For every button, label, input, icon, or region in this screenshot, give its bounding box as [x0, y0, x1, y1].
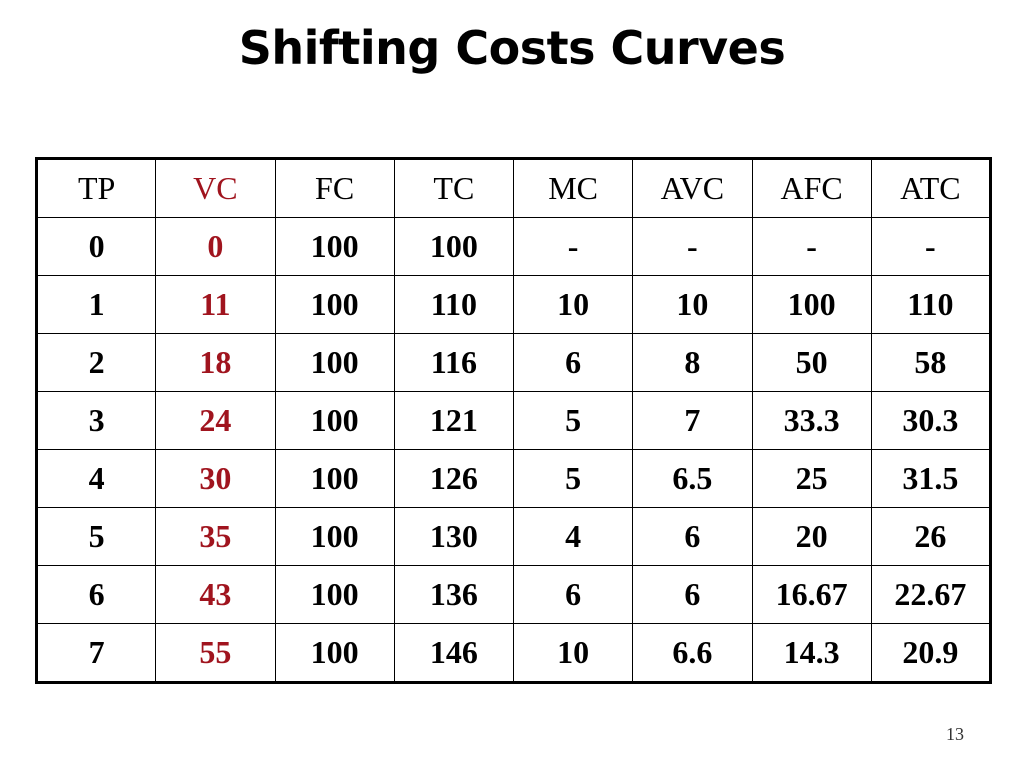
cell-avc: 6: [632, 565, 753, 624]
cell-atc: 30.3: [870, 391, 992, 450]
cell-fc: 100: [274, 623, 395, 683]
cell-atc: 26: [870, 507, 992, 566]
cell-tp: 2: [35, 333, 157, 392]
header-vc: VC: [155, 158, 276, 218]
cell-avc: 10: [632, 275, 753, 334]
table-row: 5 35 100 130 4 6 20 26: [35, 507, 992, 566]
page-number: 13: [946, 724, 964, 744]
cell-tp: 0: [35, 217, 157, 276]
cell-fc: 100: [274, 391, 395, 450]
cell-vc: 18: [155, 333, 276, 392]
cell-mc: 10: [512, 623, 634, 683]
cell-tc: 136: [393, 565, 515, 624]
cell-atc: -: [870, 217, 992, 276]
cell-tp: 4: [35, 449, 157, 508]
cell-avc: 6.6: [632, 623, 753, 683]
cell-tp: 5: [35, 507, 157, 566]
table-row: 4 30 100 126 5 6.5 25 31.5: [35, 449, 992, 508]
table-row: 2 18 100 116 6 8 50 58: [35, 333, 992, 392]
cell-vc: 43: [155, 565, 276, 624]
cell-avc: 6: [632, 507, 753, 566]
cell-vc: 24: [155, 391, 276, 450]
cell-vc: 30: [155, 449, 276, 508]
table-row: 1 11 100 110 10 10 100 110: [35, 275, 992, 334]
cell-tp: 6: [35, 565, 157, 624]
cell-atc: 58: [870, 333, 992, 392]
cell-mc: -: [512, 217, 634, 276]
cell-avc: -: [632, 217, 753, 276]
header-afc: AFC: [751, 158, 872, 218]
cell-avc: 8: [632, 333, 753, 392]
slide-title: Shifting Costs Curves: [238, 21, 786, 75]
table-row: 6 43 100 136 6 6 16.67 22.67: [35, 565, 992, 624]
cell-avc: 6.5: [632, 449, 753, 508]
table-row: 7 55 100 146 10 6.6 14.3 20.9: [35, 623, 992, 683]
cell-vc: 35: [155, 507, 276, 566]
cell-mc: 10: [512, 275, 634, 334]
cell-mc: 6: [512, 333, 634, 392]
cell-mc: 5: [512, 449, 634, 508]
cell-atc: 20.9: [870, 623, 992, 683]
table-row: 0 0 100 100- - - -: [35, 217, 992, 276]
cell-mc: 5: [512, 391, 634, 450]
cell-afc: 20: [751, 507, 872, 566]
cell-avc: 7: [632, 391, 753, 450]
header-tc: TC: [393, 158, 515, 218]
header-mc: MC: [512, 158, 634, 218]
cell-tc: 121: [393, 391, 515, 450]
cell-vc: 11: [155, 275, 276, 334]
cell-afc: 33.3: [751, 391, 872, 450]
header-avc: AVC: [632, 158, 753, 218]
cost-table: TP VC FC TC MC AVC AFC ATC 0 0 100 100- - - -1…: [35, 157, 992, 684]
cell-fc: 100: [274, 565, 395, 624]
cell-tp: 7: [35, 623, 157, 683]
header-atc: ATC: [870, 158, 992, 218]
cell-fc: 100: [274, 507, 395, 566]
cell-tc: 126: [393, 449, 515, 508]
cell-vc: 0: [155, 217, 276, 276]
cell-tc: 100: [393, 217, 515, 276]
cell-fc: 100: [274, 333, 395, 392]
cell-atc: 110: [870, 275, 992, 334]
cell-tp: 1: [35, 275, 157, 334]
cell-afc: 100: [751, 275, 872, 334]
cell-fc: 100: [274, 275, 395, 334]
cell-tc: 146: [393, 623, 515, 683]
cell-afc: 25: [751, 449, 872, 508]
cell-atc: 31.5: [870, 449, 992, 508]
cell-atc: 22.67: [870, 565, 992, 624]
cell-afc: 14.3: [751, 623, 872, 683]
cell-fc: 100: [274, 217, 395, 276]
cell-tp: 3: [35, 391, 157, 450]
cell-mc: 6: [512, 565, 634, 624]
cell-vc: 55: [155, 623, 276, 683]
cell-afc: -: [751, 217, 872, 276]
table-body: 0 0 100 100- - - -1 11 100 110 10 10 100 110 2 18 100 116…: [35, 217, 992, 683]
cell-tc: 110: [393, 275, 515, 334]
header-tp: TP: [35, 158, 157, 218]
cell-afc: 50: [751, 333, 872, 392]
cell-afc: 16.67: [751, 565, 872, 624]
header-fc: FC: [274, 158, 395, 218]
cell-mc: 4: [512, 507, 634, 566]
table-row: 3 24 100 121 5 7 33.3 30.3: [35, 391, 992, 450]
cell-tc: 116: [393, 333, 515, 392]
cell-fc: 100: [274, 449, 395, 508]
cell-tc: 130: [393, 507, 515, 566]
table-header-row: TP VC FC TC MC AVC AFC ATC: [35, 158, 992, 218]
